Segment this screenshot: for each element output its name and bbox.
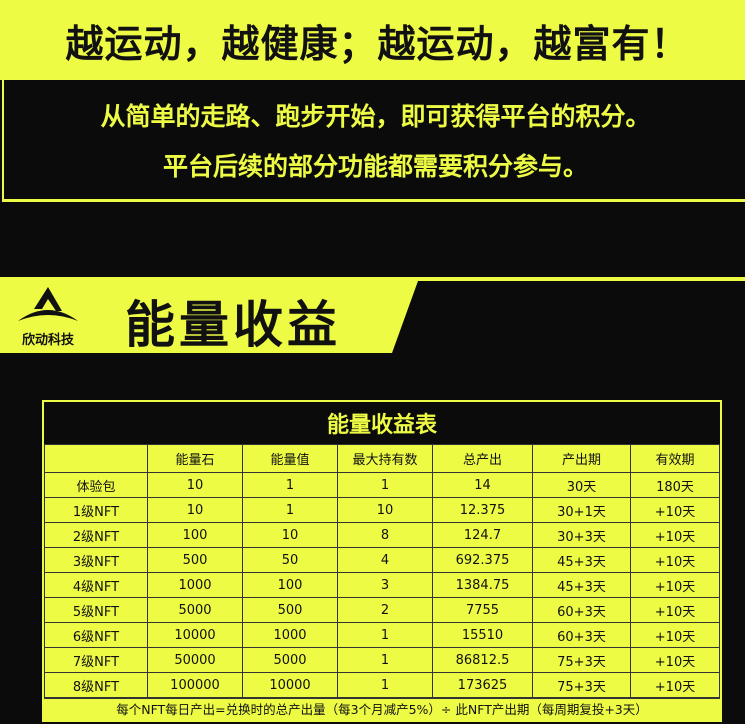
table-cell: 10: [147, 497, 243, 523]
table-cell: 1: [242, 497, 338, 523]
table-cell: 180天: [630, 472, 720, 498]
table-cell: 1: [337, 622, 433, 648]
section-title: 能量收益: [125, 296, 341, 354]
table-cell: +10天: [630, 647, 720, 673]
table-footnote: 每个NFT每日产出=兑换时的总产出量（每3个月减产5%）÷ 此NFT产出期（每周…: [44, 698, 720, 720]
table-cell: 75+3天: [532, 672, 631, 698]
column-header: 产出期: [532, 444, 631, 473]
table-cell: 15510: [432, 622, 533, 648]
table-cell: 2级NFT: [44, 522, 148, 548]
table-cell: +10天: [630, 547, 720, 573]
banner-background: [0, 277, 745, 353]
headline: 越运动，越健康；越运动，越富有！: [65, 21, 690, 66]
table-cell: 500: [242, 597, 338, 623]
table-cell: 10000: [147, 622, 243, 648]
table-cell: +10天: [630, 497, 720, 523]
table-cell: 5000: [242, 647, 338, 673]
column-header: 能量值: [242, 444, 338, 473]
table-cell: 1384.75: [432, 572, 533, 598]
table-cell: 100: [147, 522, 243, 548]
table-cell: 1级NFT: [44, 497, 148, 523]
table-cell: 50000: [147, 647, 243, 673]
column-header: 总产出: [432, 444, 533, 473]
table-cell: 75+3天: [532, 647, 631, 673]
table-cell: 500: [147, 547, 243, 573]
logo: 欣动科技: [12, 285, 84, 348]
table-cell: 体验包: [44, 472, 148, 498]
table-cell: 692.375: [432, 547, 533, 573]
headline-band: 越运动，越健康；越运动，越富有！: [0, 0, 745, 80]
table-cell: 7级NFT: [44, 647, 148, 673]
table-cell: 100: [242, 572, 338, 598]
table-cell: 3: [337, 572, 433, 598]
table-cell: 60+3天: [532, 622, 631, 648]
energy-income-table: 能量收益表 能量石 能量值 最大持有数 总产出 产出期 有效期 体验包 10 1 1 14 30天 18…: [42, 400, 722, 722]
table-cell: 45+3天: [532, 572, 631, 598]
table-cell: 1: [337, 672, 433, 698]
table-cell: 7755: [432, 597, 533, 623]
table-row: 体验包 10 1 1 14 30天 180天: [44, 472, 720, 498]
intro-line: 平台后续的部分功能都需要积分参与。: [162, 151, 588, 181]
table-cell: 100000: [147, 672, 243, 698]
table-cell: 10000: [242, 672, 338, 698]
table-cell: 10: [242, 522, 338, 548]
table-header-row: 能量石 能量值 最大持有数 总产出 产出期 有效期: [44, 444, 720, 473]
table-row: 7级NFT 50000 5000 1 86812.5 75+3天 +10天: [44, 647, 720, 673]
intro-line: 从简单的走路、跑步开始，即可获得平台的积分。: [100, 101, 651, 131]
table-cell: 2: [337, 597, 433, 623]
table-cell: 1: [242, 472, 338, 498]
intro-box: 从简单的走路、跑步开始，即可获得平台的积分。 平台后续的部分功能都需要积分参与。: [2, 80, 745, 202]
section-banner: 欣动科技 能量收益: [0, 277, 745, 354]
table-cell: 45+3天: [532, 547, 631, 573]
logo-text: 欣动科技: [21, 333, 74, 348]
table-row: 8级NFT 100000 10000 1 173625 75+3天 +10天: [44, 672, 720, 698]
table-cell: +10天: [630, 572, 720, 598]
table-cell: 8级NFT: [44, 672, 148, 698]
table-cell: 5000: [147, 597, 243, 623]
table-row: 4级NFT 1000 100 3 1384.75 45+3天 +10天: [44, 572, 720, 598]
table-cell: 1000: [147, 572, 243, 598]
table-cell: +10天: [630, 597, 720, 623]
table-cell: 1: [337, 647, 433, 673]
table-cell: 14: [432, 472, 533, 498]
column-header: 最大持有数: [337, 444, 433, 473]
table-cell: +10天: [630, 672, 720, 698]
table-cell: 30+1天: [532, 497, 631, 523]
table-row: 3级NFT 500 50 4 692.375 45+3天 +10天: [44, 547, 720, 573]
column-header: 有效期: [630, 444, 720, 473]
table-cell: 30天: [532, 472, 631, 498]
table-cell: 50: [242, 547, 338, 573]
table-cell: 4级NFT: [44, 572, 148, 598]
table-cell: 4: [337, 547, 433, 573]
table-row: 1级NFT 10 1 10 12.375 30+1天 +10天: [44, 497, 720, 523]
column-header: [44, 444, 148, 473]
table-cell: 10: [147, 472, 243, 498]
table-row: 2级NFT 100 10 8 124.7 30+3天 +10天: [44, 522, 720, 548]
table-cell: 30+3天: [532, 522, 631, 548]
table-row: 5级NFT 5000 500 2 7755 60+3天 +10天: [44, 597, 720, 623]
table-cell: 12.375: [432, 497, 533, 523]
table-cell: 1000: [242, 622, 338, 648]
table-cell: 3级NFT: [44, 547, 148, 573]
table-cell: 6级NFT: [44, 622, 148, 648]
table-cell: +10天: [630, 622, 720, 648]
table-cell: 1: [337, 472, 433, 498]
table-cell: 8: [337, 522, 433, 548]
table-cell: +10天: [630, 522, 720, 548]
logo-mountain-icon: [18, 287, 78, 321]
table-cell: 124.7: [432, 522, 533, 548]
table-cell: 60+3天: [532, 597, 631, 623]
table-title: 能量收益表: [44, 402, 720, 444]
table-cell: 10: [337, 497, 433, 523]
table-cell: 173625: [432, 672, 533, 698]
table-cell: 86812.5: [432, 647, 533, 673]
table-row: 6级NFT 10000 1000 1 15510 60+3天 +10天: [44, 622, 720, 648]
column-header: 能量石: [147, 444, 243, 473]
table-cell: 5级NFT: [44, 597, 148, 623]
